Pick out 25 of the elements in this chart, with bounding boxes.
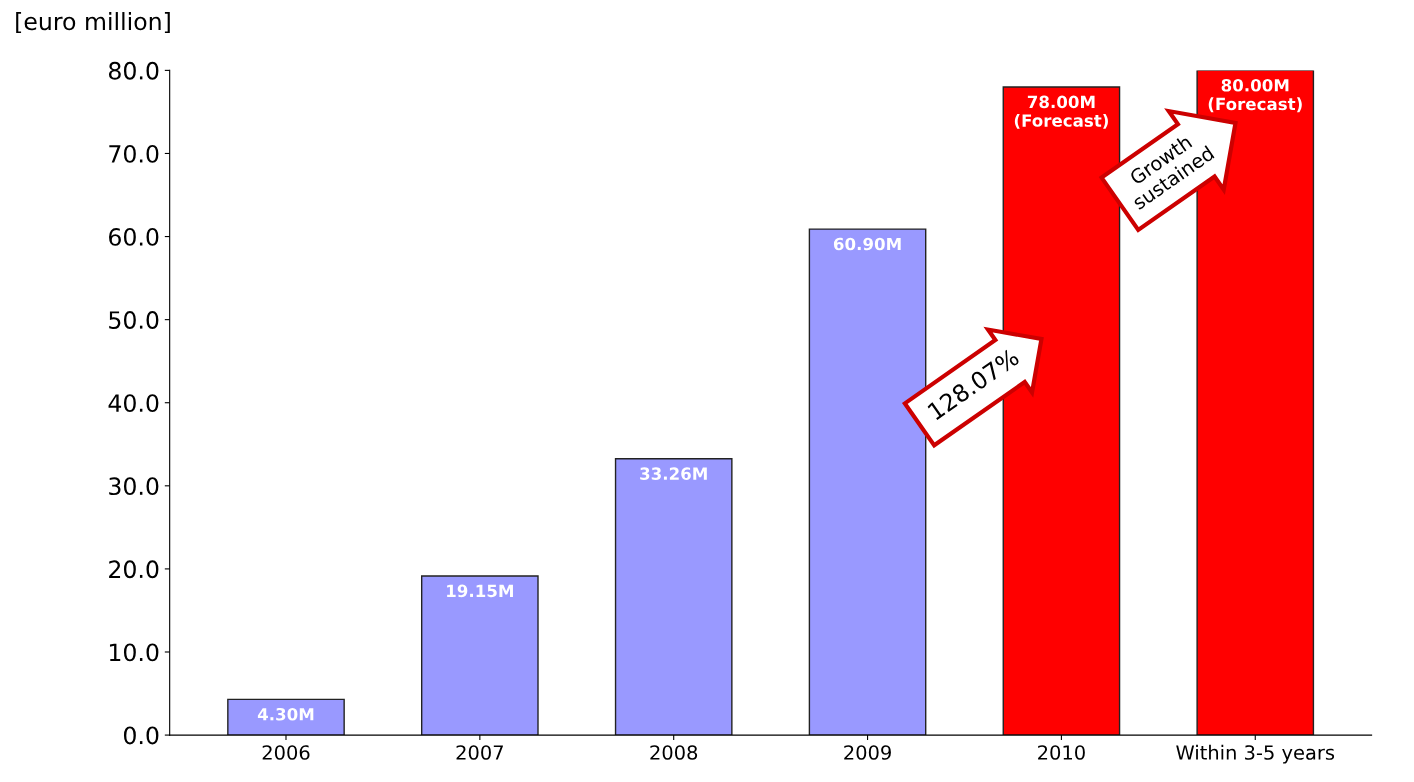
data-label: 33.26M: [640, 467, 707, 480]
y-tick-label: 0.0: [123, 726, 159, 745]
y-tick-label: 60.0: [109, 228, 159, 246]
x-tick-label: 2006: [262, 745, 310, 760]
bar: [420, 575, 539, 736]
y-tick-label: 10.0: [109, 643, 159, 662]
x-tick-label: 2009: [844, 745, 891, 760]
y-tick-label: 40.0: [108, 394, 159, 413]
y-axis-title: [euro million]: [16, 12, 170, 34]
data-label: 78.00M (Forecast): [1014, 95, 1108, 129]
x-tick-label: Within 3-5 years: [1176, 744, 1335, 764]
data-label: 60.90M: [833, 237, 901, 251]
y-tick-label: 20.0: [109, 560, 159, 579]
x-tick-label: 2008: [650, 745, 698, 760]
bar: [614, 458, 733, 736]
y-tick-label: 30.0: [109, 477, 159, 496]
bar: [808, 228, 927, 736]
x-tick-label: 2007: [456, 745, 503, 760]
data-label: 4.30M: [257, 707, 314, 721]
y-tick-label: 80.0: [108, 61, 159, 80]
x-tick-label: 2010: [1038, 745, 1085, 760]
y-tick-label: 70.0: [109, 144, 159, 163]
data-label: 19.15M: [447, 584, 513, 598]
y-tick-label: 50.0: [109, 311, 159, 329]
data-label: 80.00M (Forecast): [1208, 78, 1302, 113]
